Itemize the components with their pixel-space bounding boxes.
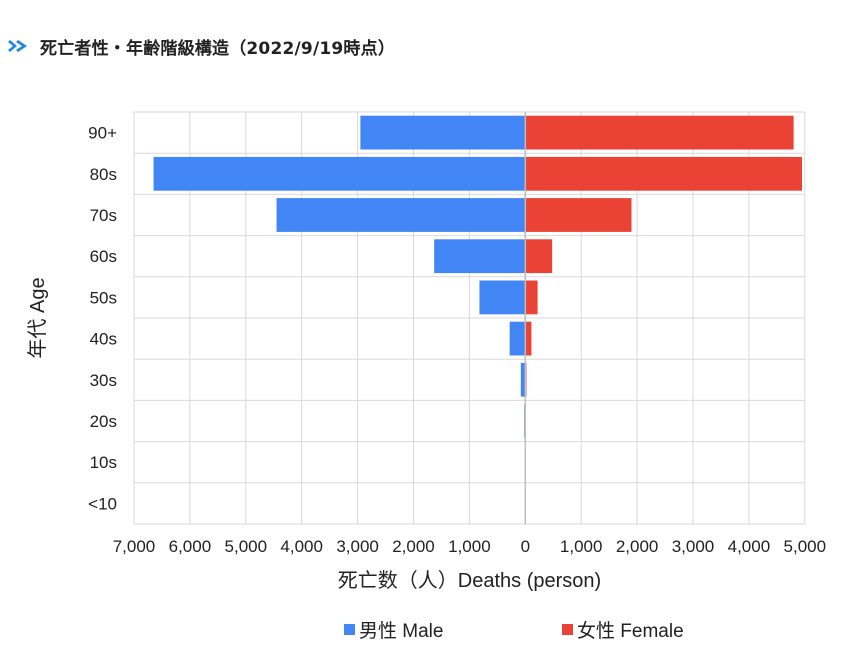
population-pyramid-chart: 90+ 80s 70s 60s 50s 40s 30s 20s 10s <10 7,000 6,000… [26,111,827,592]
x-tick-label: 2,000 [616,537,659,556]
bar-male-40s [509,321,526,356]
legend-female-label: 女性 Female [577,621,684,642]
x-tick-label: 3,000 [336,537,379,556]
chart-title: 死亡者性・年齢階級構造（2022/9/19時点） [40,38,396,59]
x-tick-label: 2,000 [392,537,435,556]
x-tick-label: 4,000 [280,537,323,556]
double-chevron-right-icon [8,40,27,52]
x-tick-label: 1,000 [448,537,491,556]
bar-female-80s [525,156,803,191]
bar-male-60s [434,239,526,274]
y-tick-label: 50s [90,288,117,307]
x-tick-label: 1,000 [560,537,603,556]
bar-female-60s [525,239,553,274]
y-tick-label: 30s [90,371,117,390]
y-tick-label: 10s [90,453,117,472]
bar-male-70s [276,198,526,232]
y-tick-label: 80s [90,165,117,184]
bar-male-30s [520,362,526,397]
y-tick-label: <10 [88,494,117,513]
bar-female-90+ [525,115,794,150]
x-tick-label: 7,000 [113,537,156,556]
x-tick-label: 0 [521,537,530,556]
x-tick-label: 6,000 [169,537,212,556]
legend-male-swatch [344,624,355,635]
legend-female-swatch [562,624,573,635]
legend-male: 男性 Male [344,616,443,643]
x-tick-label: 5,000 [225,537,268,556]
bar-female-40s [525,321,532,356]
chart-heading: 死亡者性・年齢階級構造（2022/9/19時点） [8,34,396,59]
y-tick-label: 60s [90,247,117,266]
bar-female-50s [525,280,538,315]
y-tick-label: 70s [90,206,117,225]
x-tick-label: 4,000 [728,537,771,556]
y-axis-title: 年代 Age [26,277,49,358]
y-tick-label: 20s [90,412,117,431]
bar-female-70s [525,198,632,232]
bar-male-80s [153,156,526,191]
x-tick-label: 5,000 [784,537,827,556]
y-tick-label: 90+ [88,124,117,143]
x-tick-label: 3,000 [672,537,715,556]
bar-male-50s [479,280,526,315]
bar-male-90+ [360,115,526,150]
y-tick-label: 40s [90,330,117,349]
legend-female: 女性 Female [562,616,684,643]
legend-male-label: 男性 Male [359,621,444,642]
x-axis-title: 死亡数（人）Deaths (person) [338,569,601,592]
